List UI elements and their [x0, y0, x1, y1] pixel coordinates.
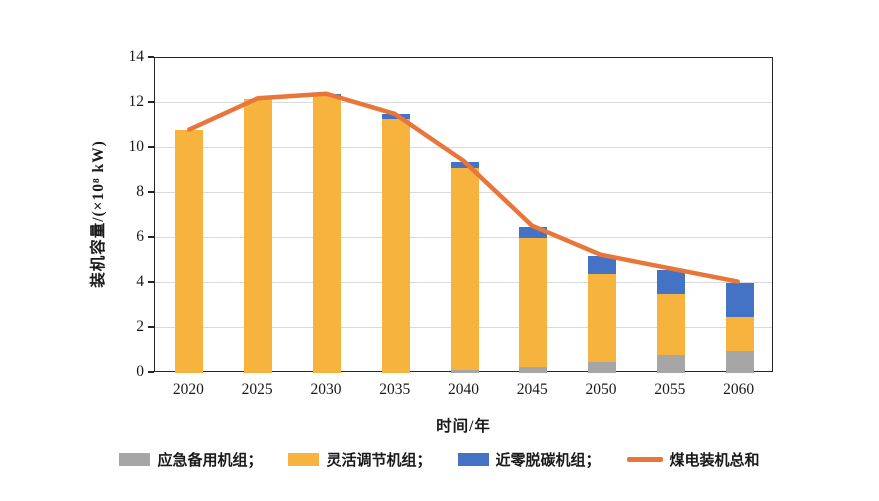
- legend-item: 煤电装机总和: [626, 449, 760, 470]
- legend-color-swatch: [457, 453, 489, 466]
- y-tick-label: 12: [128, 93, 145, 110]
- bars-layer: [155, 58, 772, 373]
- x-tick-label: 2030: [310, 381, 342, 398]
- bar-segment: [725, 316, 754, 351]
- legend-label: 煤电装机总和: [669, 453, 760, 469]
- bar-segment: [656, 355, 685, 373]
- y-tick-label: 4: [136, 273, 144, 290]
- y-tick-mark: [148, 191, 154, 193]
- legend-line-swatch: [626, 457, 663, 462]
- legend-item: 应急备用机组；: [119, 449, 262, 470]
- y-tick-mark: [148, 236, 154, 238]
- x-tick-label: 2045: [516, 381, 548, 398]
- legend-label: 应急备用机组；: [157, 453, 263, 469]
- bar-segment: [175, 130, 204, 373]
- bar-segment: [725, 283, 754, 317]
- bar-segment: [519, 367, 548, 373]
- y-tick-label: 10: [128, 138, 145, 155]
- legend-item: 灵活调节机组；: [288, 449, 432, 470]
- legend-color-swatch: [288, 453, 320, 466]
- legend-label: 灵活调节机组；: [326, 453, 432, 469]
- legend-color-swatch: [119, 453, 151, 466]
- plot-area: [154, 57, 773, 373]
- x-tick-label: 2020: [172, 381, 204, 398]
- bar-segment: [725, 350, 754, 373]
- bar-segment: [519, 226, 548, 238]
- y-tick-mark: [148, 101, 154, 103]
- bar-segment: [519, 238, 548, 368]
- bar-segment: [450, 161, 479, 169]
- total-line: [187, 91, 740, 284]
- y-tick-label: 8: [136, 183, 144, 200]
- bar-segment: [588, 361, 617, 373]
- bar-segment: [588, 274, 617, 362]
- x-tick-label: 2055: [654, 381, 686, 398]
- y-tick-mark: [148, 56, 154, 58]
- total-line-layer: [187, 91, 740, 284]
- bar-segment: [588, 256, 617, 274]
- legend-label: 近零脱碳机组；: [495, 453, 601, 469]
- y-tick-mark: [148, 146, 154, 148]
- y-tick-mark: [148, 326, 154, 328]
- x-tick-label: 2040: [448, 381, 479, 398]
- x-tick-label: 2050: [585, 381, 617, 398]
- gridline: [155, 146, 772, 148]
- x-tick-label: 2060: [723, 381, 755, 398]
- bar-segment: [312, 96, 341, 373]
- y-tick-label: 6: [136, 228, 144, 245]
- x-tick-label: 2035: [379, 381, 411, 398]
- y-tick-mark: [148, 281, 154, 283]
- y-axis-title: 装机容量/(×10⁸ kW): [90, 140, 107, 288]
- bar-segment: [450, 369, 479, 373]
- bar-segment: [244, 98, 273, 373]
- bar-segment: [656, 269, 685, 295]
- y-tick-label: 14: [128, 48, 145, 65]
- y-tick-mark: [148, 371, 154, 373]
- bar-segment: [450, 168, 479, 370]
- bar-segment: [381, 118, 410, 373]
- bar-segment: [656, 294, 685, 355]
- x-axis-title: 时间/年: [436, 418, 491, 435]
- x-tick-label: 2025: [241, 381, 273, 398]
- gridline: [155, 101, 772, 103]
- y-tick-label: 0: [136, 363, 144, 380]
- legend: 应急备用机组； 灵活调节机组； 近零脱碳机组； 煤电装机总和: [0, 449, 879, 470]
- y-tick-label: 2: [136, 318, 144, 335]
- legend-item: 近零脱碳机组；: [457, 449, 601, 470]
